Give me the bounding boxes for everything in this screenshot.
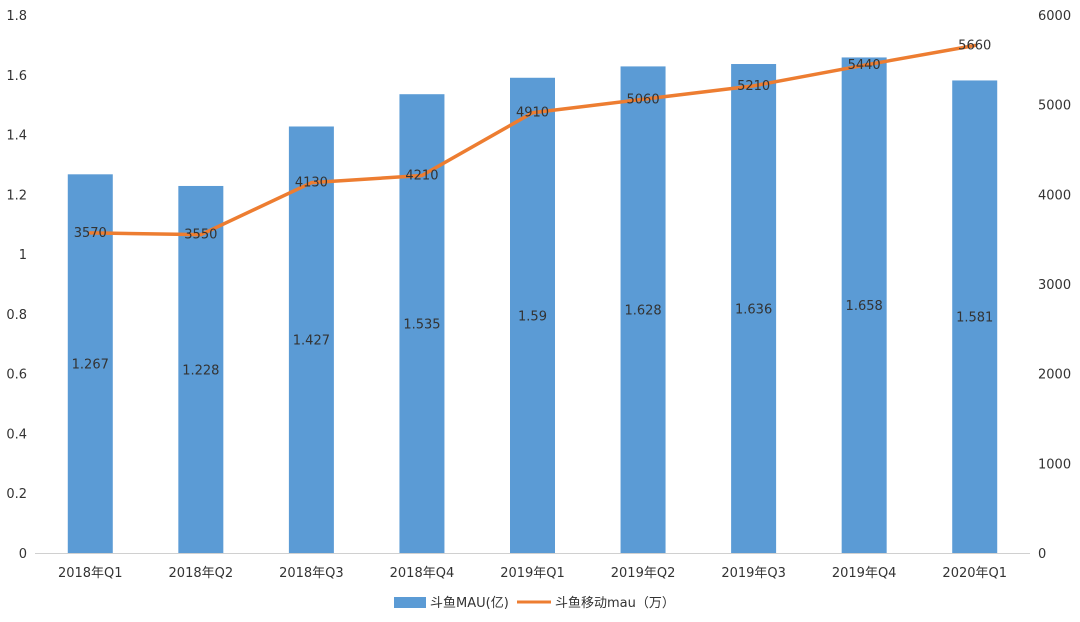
- x-tick-4: 2018年Q4: [390, 566, 455, 581]
- y-right-tick-5: 4000: [1038, 188, 1071, 203]
- line-label-6: 5060: [627, 92, 660, 107]
- bar-label-2: 1.228: [182, 363, 219, 378]
- x-tick-5: 2019年Q1: [500, 566, 565, 581]
- legend-bar-label: 斗鱼MAU(亿): [430, 595, 509, 611]
- x-tick-9: 2020年Q1: [942, 566, 1007, 581]
- x-tick-2: 2018年Q2: [169, 566, 234, 581]
- line-label-5: 4910: [516, 106, 549, 121]
- y-left-tick-4: 0.6: [6, 368, 27, 383]
- y-left-tick-5: 0.8: [6, 308, 27, 323]
- y-left-tick-2: 0.2: [6, 487, 27, 502]
- y-left-tick-8: 1.4: [6, 129, 27, 144]
- bar-label-1: 1.267: [72, 358, 109, 373]
- bar-8: [841, 57, 887, 553]
- x-tick-3: 2018年Q3: [279, 566, 344, 581]
- y-left-tick-7: 1.2: [6, 188, 27, 203]
- bar-label-6: 1.628: [624, 304, 661, 319]
- y-left-tick-3: 0.4: [6, 427, 27, 442]
- y-right-tick-6: 5000: [1038, 99, 1071, 114]
- x-tick-7: 2019年Q3: [721, 566, 786, 581]
- line-path: [88, 43, 977, 237]
- bar-4: [399, 94, 445, 553]
- legend-line-label: 斗鱼移动mau（万）: [555, 595, 675, 611]
- bar-2: [178, 185, 224, 553]
- y-right-tick-1: 0: [1038, 547, 1046, 562]
- line-data-labels: 3570 3550 4130 4210 4910 5060 5210 5440 5660: [74, 38, 992, 242]
- bar-label-5: 1.59: [518, 309, 547, 324]
- bar-data-labels: 1.267 1.228 1.427 1.535 1.59 1.628 1.636 1.658 1…: [72, 299, 994, 378]
- line-label-8: 5440: [848, 58, 881, 73]
- x-tick-8: 2019年Q4: [832, 566, 897, 581]
- line-label-3: 4130: [295, 176, 328, 191]
- bar-5: [510, 77, 555, 554]
- bar-label-4: 1.535: [403, 318, 440, 333]
- y-right-axis-ticks: 0 1000 2000 3000 4000 5000 6000: [1038, 9, 1071, 562]
- y-left-axis-ticks: 0 0.2 0.4 0.6 0.8 1 1.2 1.4 1.6 1.8: [6, 9, 27, 562]
- x-axis-ticks: 2018年Q1 2018年Q2 2018年Q3 2018年Q4 2019年Q1 2019年…: [58, 566, 1007, 581]
- bar-label-9: 1.581: [956, 311, 993, 326]
- legend: 斗鱼MAU(亿) 斗鱼移动mau（万）: [394, 595, 675, 611]
- y-left-tick-1: 0: [19, 547, 27, 562]
- line-label-4: 4210: [405, 169, 438, 184]
- x-tick-1: 2018年Q1: [58, 566, 123, 581]
- y-right-tick-7: 6000: [1038, 9, 1071, 24]
- y-left-tick-9: 1.6: [6, 69, 27, 84]
- bar-series: [67, 57, 998, 554]
- bar-label-8: 1.658: [846, 299, 883, 314]
- bar-label-3: 1.427: [293, 334, 330, 349]
- x-tick-6: 2019年Q2: [611, 566, 676, 581]
- y-right-tick-4: 3000: [1038, 278, 1071, 293]
- line-label-2: 3550: [184, 228, 217, 243]
- y-left-tick-6: 1: [19, 248, 27, 263]
- y-left-tick-10: 1.8: [6, 9, 27, 24]
- line-label-9: 5660: [958, 38, 991, 53]
- y-right-tick-3: 2000: [1038, 368, 1071, 383]
- y-right-tick-2: 1000: [1038, 457, 1071, 472]
- bar-6: [620, 66, 666, 554]
- line-label-1: 3570: [74, 226, 107, 241]
- line-label-7: 5210: [737, 79, 770, 94]
- bar-1: [67, 174, 113, 553]
- bar-3: [288, 126, 334, 553]
- line-series: [88, 43, 977, 237]
- bar-label-7: 1.636: [735, 303, 772, 318]
- legend-bar-swatch: [394, 597, 426, 608]
- bar-7: [731, 64, 777, 554]
- bar-9: [952, 80, 998, 553]
